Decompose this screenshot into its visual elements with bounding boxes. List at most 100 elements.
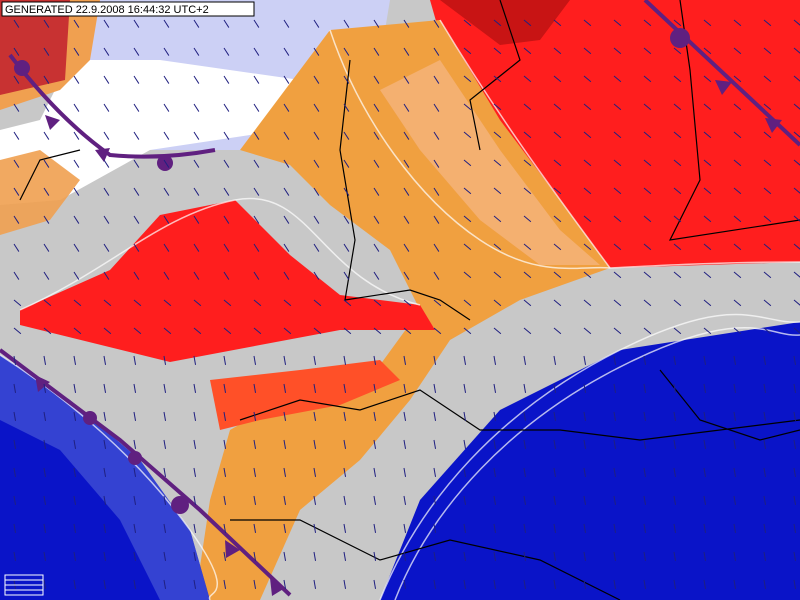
wind-barb [433, 19, 440, 28]
wind-barb [283, 467, 287, 477]
wind-barb [553, 159, 562, 167]
wind-barb [163, 579, 167, 589]
wind-barb [343, 579, 347, 589]
wind-barb [223, 271, 230, 280]
wind-barb [223, 523, 227, 533]
wind-barb [493, 579, 497, 589]
wind-barb [403, 271, 410, 280]
wind-barb [553, 215, 562, 223]
wind-barb [763, 243, 772, 251]
wind-barb [493, 215, 502, 223]
wind-barb [643, 579, 647, 589]
wind-barb [433, 47, 440, 56]
wind-barb [193, 187, 200, 196]
wind-barb [433, 159, 440, 168]
wind-barb [403, 47, 410, 56]
red-lower [210, 360, 400, 430]
wind-barb [733, 579, 737, 589]
wind-barb [313, 187, 320, 196]
wind-barb [433, 243, 440, 252]
wind-barb [493, 75, 502, 83]
wind-barb [193, 383, 197, 393]
wind-barb [373, 439, 377, 449]
wind-barb [493, 551, 497, 561]
wind-barb [343, 131, 350, 140]
wind-barb [613, 19, 622, 27]
wind-barb [343, 159, 350, 168]
wind-barb [613, 271, 622, 279]
wind-barb [523, 551, 527, 561]
wind-barb [163, 523, 167, 533]
wind-barb [643, 47, 652, 55]
wind-barb [673, 19, 682, 27]
wind-barb [13, 299, 22, 307]
wind-barb [703, 383, 707, 393]
blue-region-right [380, 322, 800, 600]
wind-barb [373, 19, 380, 28]
timestamp-box [1, 1, 255, 17]
wind-barb [733, 47, 742, 55]
wind-barb [283, 299, 292, 307]
wind-barb [373, 159, 380, 168]
wind-barb [433, 467, 437, 477]
wind-barb [763, 159, 772, 167]
wind-barb [13, 383, 17, 393]
wind-barb [253, 215, 260, 224]
wind-barb [613, 47, 622, 55]
wind-barb [733, 411, 737, 421]
wind-barb [703, 467, 707, 477]
wind-barb [373, 271, 380, 280]
wind-barb [163, 439, 167, 449]
wind-barb [133, 411, 137, 421]
wind-barb [103, 187, 110, 196]
wind-barb [643, 355, 647, 365]
wind-barb [613, 579, 617, 589]
wind-barb [553, 327, 562, 335]
wind-barb [43, 103, 50, 112]
wind-barb [523, 19, 532, 27]
wind-barb [163, 75, 170, 84]
wind-barb [133, 75, 140, 84]
wind-barb [583, 579, 587, 589]
wind-barb [103, 383, 107, 393]
wind-barb [553, 439, 557, 449]
wind-barb [643, 467, 647, 477]
wind-barb [73, 411, 77, 421]
wind-barb [343, 103, 350, 112]
wind-barb [43, 383, 47, 393]
wind-barb [283, 271, 290, 280]
wind-barb [103, 103, 110, 112]
wind-barb [43, 159, 50, 168]
wind-barb [733, 327, 742, 335]
wind-barb [553, 103, 562, 111]
wind-barb [223, 495, 227, 505]
wind-barb [553, 19, 562, 27]
wind-barb [253, 103, 260, 112]
wind-barb [463, 411, 467, 421]
wind-barb [223, 551, 227, 561]
wind-barb [343, 411, 347, 421]
wind-barb [493, 131, 502, 139]
wind-barb [283, 383, 287, 393]
wind-barb [763, 299, 772, 307]
wind-barb [673, 131, 682, 139]
wind-barb [553, 47, 562, 55]
wind-barb [673, 327, 682, 335]
wind-barb [583, 523, 587, 533]
wind-barb [463, 579, 467, 589]
wind-barb [13, 131, 20, 140]
wind-barb [703, 271, 712, 279]
front-symbols [14, 28, 782, 596]
wind-barb [223, 439, 227, 449]
wind-barb [553, 243, 562, 251]
wind-barb [463, 75, 472, 83]
wind-barb [13, 103, 20, 112]
wind-barb [313, 271, 320, 280]
wind-barb [493, 187, 502, 195]
wind-barb [373, 467, 377, 477]
wind-barb [673, 271, 682, 279]
wind-barb [133, 103, 140, 112]
wind-barb [13, 439, 17, 449]
wind-barb [673, 243, 682, 251]
wind-barb [493, 523, 497, 533]
